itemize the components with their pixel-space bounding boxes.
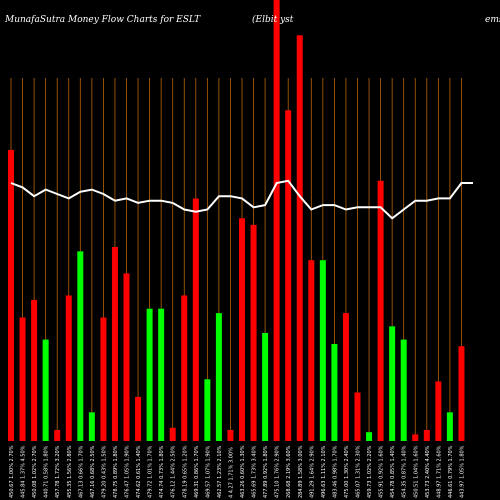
money-flow-line [10, 179, 473, 220]
bar-green [146, 308, 153, 441]
bar-red [377, 180, 384, 441]
x-tick-label: 478.75 0.89% 1.80% [113, 445, 119, 498]
x-tick-label: 478.19 0.65% 1.20% [182, 445, 188, 498]
bar-red [354, 392, 361, 441]
bar-red [296, 35, 303, 441]
bar-red [123, 273, 130, 441]
bar-green [389, 326, 396, 441]
x-tick-label: 459.73 1.02% 2.20% [367, 445, 373, 498]
bar-red [192, 198, 199, 441]
bar-red [31, 299, 38, 441]
x-tick-label: 450.51 1.04% 1.60% [413, 445, 419, 498]
bar-red [111, 246, 118, 441]
x-tick-label: 446.61 0.79% 1.70% [448, 445, 454, 498]
x-tick-label: 284.89 1.58% 3.00% [298, 445, 304, 498]
bar-green [446, 412, 453, 441]
x-tick-label: 448.97 1.71% 2.60% [436, 445, 442, 498]
x-tick-label: 445.84 1.37% 4.50% [21, 445, 27, 498]
x-tick-label: 475.10 1.76% 2.90% [275, 445, 281, 498]
x-tick-label: 4 4.27 1.71% 3.00% [228, 447, 234, 498]
x-tick-label: 479.20 0.43% 1.50% [101, 445, 107, 498]
x-tick-label: 483.46 0.98% 1.70% [332, 445, 338, 498]
bar-red [423, 429, 430, 441]
bar-red [227, 429, 234, 441]
bar-red [273, 0, 280, 441]
bar-red [135, 396, 142, 441]
bar-green [215, 313, 222, 441]
x-tick-label: 454.78 0.85% 1.40% [390, 445, 396, 498]
bar-red [239, 218, 245, 441]
x-tick-label: 491.29 1.64% 2.90% [309, 445, 315, 498]
bar-red [54, 429, 61, 441]
bar-red [412, 434, 419, 441]
x-tick-label: 496.63 1.11% 2.10% [321, 445, 327, 498]
bar-green [204, 379, 211, 441]
bar-red [435, 381, 442, 441]
bar-red [100, 317, 107, 441]
bar-red [342, 313, 349, 441]
bar-red [181, 295, 188, 441]
bar-green [331, 343, 338, 441]
x-tick-label: 450.67 1.00% 2.70% [9, 445, 15, 498]
bar-green [158, 308, 165, 441]
x-tick-label: 453.73 2.40% 4.40% [425, 445, 431, 498]
bar-red [308, 260, 315, 441]
bar-green [366, 432, 373, 441]
x-tick-label: 469.31 0.86% 1.70% [194, 445, 200, 498]
x-tick-label: 474.74 0.73% 1.80% [159, 445, 165, 498]
x-tick-label: 455.35 1.56% 2.80% [67, 445, 73, 498]
x-tick-label: 450.08 1.02% 2.70% [32, 445, 38, 498]
x-tick-label: 477.89 0.92% 1.80% [263, 445, 269, 498]
bar-green [42, 339, 49, 441]
x-tick-label: 443.97 1.05% 1.80% [459, 445, 465, 498]
x-tick-label: 479.72 1.01% 1.70% [148, 445, 154, 498]
x-tick-label: 474.62 0.61% 1.40% [136, 445, 142, 498]
bars [8, 0, 465, 441]
x-tick-label: 469.57 1.07% 1.90% [205, 445, 211, 498]
bar-red [65, 295, 72, 441]
bar-green [262, 332, 269, 441]
x-tick-label: 440.71 0.58% 1.80% [44, 445, 50, 498]
x-tick-label: 467.13 0.66% 1.70% [78, 445, 84, 498]
x-tick-label: 455.91 0.92% 1.60% [379, 445, 385, 498]
bar-red [250, 224, 257, 441]
bar-red [458, 346, 465, 441]
x-tick-label: 465.69 1.73% 3.40% [252, 445, 258, 498]
chart-title-company: (Elbit yst [252, 14, 294, 25]
chart-title-company-end: ems [485, 15, 500, 25]
bar-red [169, 427, 176, 441]
x-tick-label: 476.12 1.44% 2.50% [171, 445, 177, 498]
x-tick-label: 462.57 1.23% 2.10% [217, 445, 223, 498]
bar-red [19, 317, 26, 441]
bar-red [285, 110, 292, 441]
x-tick-label: 476.47 1.05% 1.90% [125, 445, 131, 498]
x-tick-label: 454.35 0.87% 1.40% [402, 445, 408, 498]
x-tick-labels: 450.67 1.00% 2.70% 445.84 1.37% 4.50% 450.… [9, 445, 465, 498]
bar-red [8, 149, 14, 441]
bar-green [77, 251, 84, 441]
x-tick-label: 268.68 2.19% 3.60% [286, 445, 292, 498]
bar-green [88, 412, 95, 441]
chart-title: MunafaSutra Money Flow Charts for ESLT [4, 15, 201, 25]
x-tick-label: 457.78 1.72% 3.20% [55, 445, 61, 498]
x-tick-label: 475.00 1.30% 2.40% [344, 445, 350, 498]
bar-green [400, 339, 407, 441]
x-tick-label: 467.16 0.68% 2.50% [90, 445, 96, 498]
x-tick-label: 465.07 1.31% 2.30% [356, 445, 362, 498]
bar-green [319, 260, 326, 441]
x-tick-label: 463.26 0.60% 1.30% [240, 445, 246, 498]
